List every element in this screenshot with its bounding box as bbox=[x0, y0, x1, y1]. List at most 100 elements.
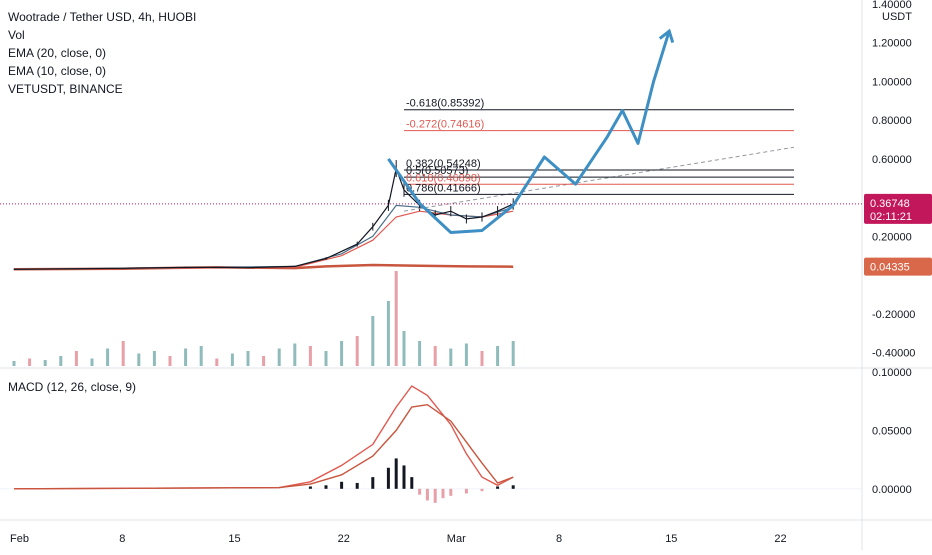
price-tick-label: 1.20000 bbox=[872, 38, 912, 50]
price-axis-unit: USDT bbox=[882, 11, 912, 23]
volume-bar bbox=[277, 348, 281, 366]
price-line bbox=[13, 166, 514, 270]
macd-histogram-bar bbox=[496, 486, 500, 489]
fib-level-label: 0.5(0.50573) bbox=[406, 165, 468, 177]
fib-level-label: 0.786(0.41666) bbox=[406, 182, 481, 194]
macd-histogram-bar bbox=[480, 488, 484, 492]
volume-bar bbox=[121, 341, 125, 366]
countdown-value: 02:11:21 bbox=[870, 211, 912, 223]
volume-bar bbox=[324, 351, 328, 366]
price-tick-label: 0.80000 bbox=[872, 115, 912, 127]
price-tick-label: 1.40000 bbox=[872, 0, 912, 11]
legend-symbol-title[interactable]: Wootrade / Tether USD, 4h, HUOBI bbox=[8, 10, 197, 24]
macd-tick-label: 0.10000 bbox=[872, 367, 912, 379]
macd-histogram-bar bbox=[433, 488, 437, 503]
volume-bar bbox=[340, 341, 344, 366]
ema10-line bbox=[13, 204, 514, 270]
macd-histogram-bar bbox=[441, 488, 445, 499]
volume-bar bbox=[293, 343, 297, 366]
price-tick-label: 0.20000 bbox=[872, 231, 912, 243]
volume-bar bbox=[464, 343, 468, 366]
time-tick-label: Feb bbox=[10, 533, 29, 545]
macd-histogram-bar bbox=[355, 482, 359, 489]
volume-bar bbox=[215, 358, 219, 366]
macd-histogram-bar bbox=[511, 485, 515, 489]
trend-line bbox=[403, 146, 795, 212]
volume-bar bbox=[433, 346, 437, 366]
price-tick-label: 0.60000 bbox=[872, 154, 912, 166]
time-tick-label: 15 bbox=[665, 533, 677, 545]
volume-bar bbox=[230, 353, 234, 366]
volume-bar bbox=[355, 336, 359, 366]
volume-bar bbox=[152, 351, 156, 366]
volume-bar bbox=[74, 351, 78, 366]
volume-bar bbox=[480, 351, 484, 366]
macd-histogram-bar bbox=[340, 481, 344, 489]
price-tick-label: 1.00000 bbox=[872, 76, 912, 88]
time-tick-label: Mar bbox=[447, 533, 466, 545]
last-price-tag bbox=[864, 193, 932, 224]
volume-bar bbox=[246, 351, 250, 366]
volume-bar bbox=[262, 356, 266, 366]
macd-line bbox=[13, 385, 514, 490]
volume-bar bbox=[168, 356, 172, 366]
time-tick-label: 15 bbox=[228, 533, 240, 545]
volume-bar bbox=[28, 358, 32, 366]
legend-vet-compare[interactable]: VETUSDT, BINANCE bbox=[8, 82, 123, 96]
volume-bar bbox=[418, 341, 422, 366]
vet-price-value: 0.04335 bbox=[870, 262, 910, 274]
legend-ema20[interactable]: EMA (20, close, 0) bbox=[8, 46, 107, 60]
volume-bar bbox=[496, 346, 500, 366]
volume-bar bbox=[394, 271, 398, 366]
macd-histogram-bar bbox=[410, 477, 414, 489]
macd-histogram-bar bbox=[386, 467, 390, 489]
macd-legend: MACD (12, 26, close, 9) bbox=[8, 378, 136, 396]
volume-bar bbox=[199, 346, 203, 366]
time-tick-label: 22 bbox=[338, 533, 350, 545]
fib-level-label: 0.382(0.54248) bbox=[406, 158, 481, 170]
projection-path bbox=[387, 30, 671, 234]
price-tick-label: -0.40000 bbox=[872, 348, 915, 360]
macd-histogram-bar bbox=[394, 458, 398, 489]
volume-bar bbox=[12, 361, 16, 366]
macd-tick-label: 0.05000 bbox=[872, 425, 912, 437]
legend-macd[interactable]: MACD (12, 26, close, 9) bbox=[8, 380, 137, 394]
volume-bar bbox=[308, 346, 312, 366]
macd-histogram-bar bbox=[371, 477, 375, 489]
macd-histogram-bar bbox=[425, 488, 429, 501]
legend-ema10[interactable]: EMA (10, close, 0) bbox=[8, 64, 107, 78]
macd-histogram-bar bbox=[464, 488, 468, 494]
time-tick-label: 8 bbox=[556, 533, 562, 545]
macd-histogram-bar bbox=[449, 488, 453, 496]
volume-bar bbox=[449, 348, 453, 366]
fib-level-label: 0.618(0.46898) bbox=[406, 172, 481, 184]
volume-bar bbox=[402, 331, 406, 366]
macd-signal-line bbox=[13, 403, 514, 490]
time-tick-label: 8 bbox=[119, 533, 125, 545]
vet-price-tag bbox=[864, 257, 932, 276]
volume-bar bbox=[386, 301, 390, 366]
main-legend: Wootrade / Tether USD, 4h, HUOBI Vol EMA… bbox=[8, 8, 196, 98]
time-tick-label: 22 bbox=[774, 533, 786, 545]
volume-bar bbox=[511, 341, 515, 366]
volume-bar bbox=[371, 316, 375, 366]
volume-bar bbox=[59, 356, 63, 366]
projection-arrowhead bbox=[658, 28, 675, 44]
macd-histogram-bar bbox=[308, 486, 312, 489]
volume-bar bbox=[137, 353, 141, 366]
price-tick-label: -0.20000 bbox=[872, 309, 915, 321]
fib-level-label: -0.272(0.74616) bbox=[406, 119, 484, 131]
macd-histogram-bar bbox=[402, 465, 406, 489]
legend-volume[interactable]: Vol bbox=[8, 28, 25, 42]
last-price-value: 0.36748 bbox=[870, 198, 910, 210]
volume-bar bbox=[90, 358, 94, 366]
volume-bar bbox=[106, 348, 110, 366]
macd-tick-label: 0.00000 bbox=[872, 484, 912, 496]
macd-histogram-bar bbox=[418, 488, 422, 495]
volume-bar bbox=[184, 348, 188, 366]
volume-bar bbox=[43, 360, 47, 366]
fib-level-label: -0.618(0.85392) bbox=[406, 98, 484, 110]
macd-histogram-bar bbox=[324, 485, 328, 489]
